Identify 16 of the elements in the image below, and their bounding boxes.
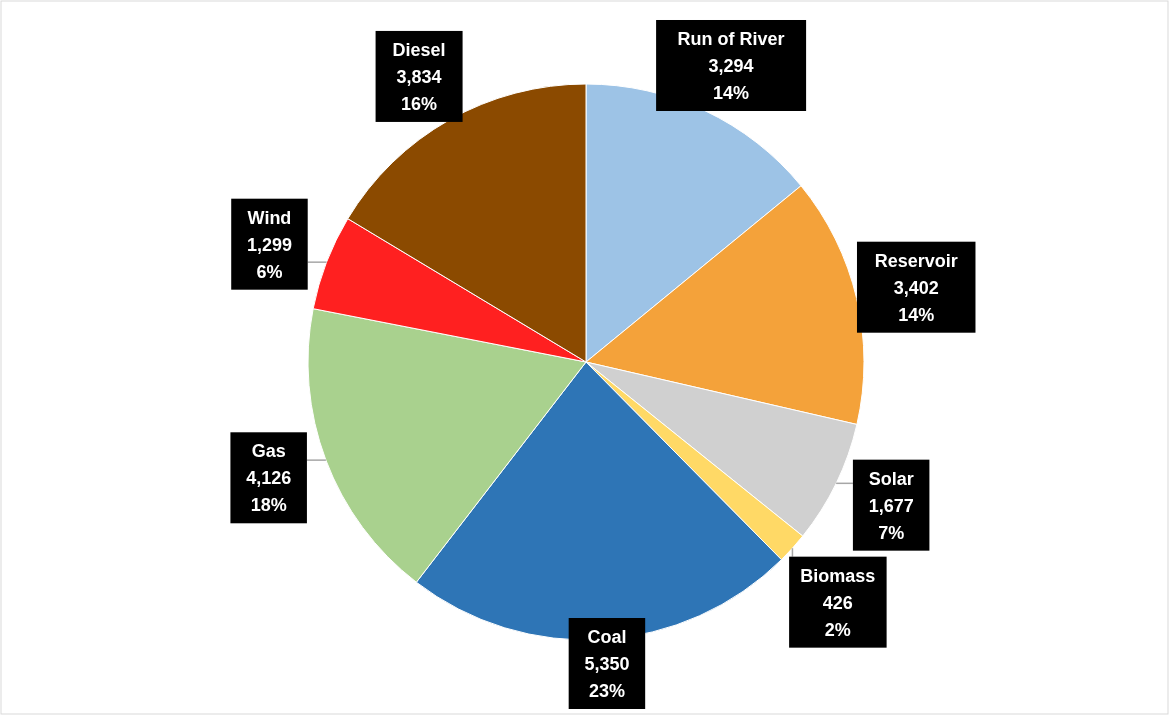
data-label: 1,677 7% [868,495,914,543]
slice-label: Biomass [800,565,876,586]
data-label: 4,126 18% [246,468,292,516]
slice-label: Reservoir [874,250,958,271]
data-label: 1,299 6% [246,234,292,282]
slice-label: Run of River [677,29,785,49]
data-label: 3,834 16% [396,66,442,114]
slice-label: Gas [251,441,286,462]
slice-label: Solar [868,468,914,489]
data-label: 3,294 14% [708,56,754,103]
data-label: 3,402 14% [893,277,939,325]
slice-label: Diesel [392,39,446,60]
slice-label: Wind [247,207,292,228]
slice-label: Coal [587,627,627,647]
data-label: 5,350 23% [584,654,630,701]
data-label: 426 2% [822,592,853,640]
